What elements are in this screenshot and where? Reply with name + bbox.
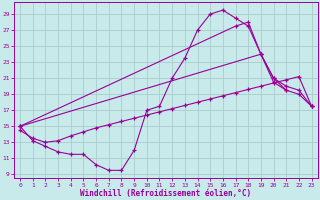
X-axis label: Windchill (Refroidissement éolien,°C): Windchill (Refroidissement éolien,°C) [80, 189, 252, 198]
